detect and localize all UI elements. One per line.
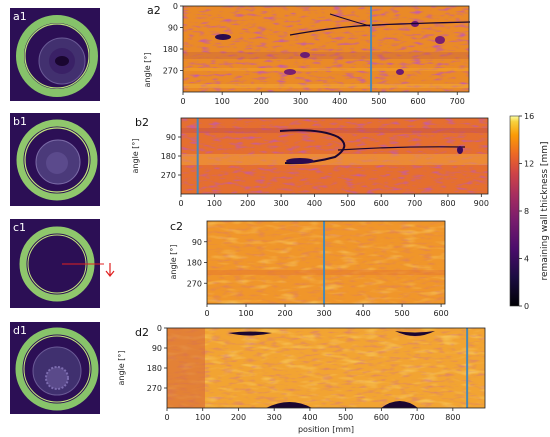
x-tick-label: 300 — [293, 97, 308, 106]
x-tick-label: 0 — [204, 309, 209, 318]
x-tick-label: 500 — [371, 97, 386, 106]
x-tick-label: 500 — [394, 309, 409, 318]
colorbar-gradient — [509, 115, 520, 307]
y-tick-label: 90 — [166, 133, 176, 142]
x-tick-label: 200 — [277, 309, 292, 318]
x-tick-label: 400 — [332, 97, 347, 106]
y-tick-label: 270 — [187, 279, 202, 288]
pit — [215, 34, 231, 40]
x-tick-label: 300 — [316, 309, 331, 318]
x-tick-label: 700 — [450, 97, 465, 106]
x-tick-label: 100 — [195, 413, 210, 422]
x-tick-label: 900 — [474, 199, 489, 208]
colorbar-tick-label: 8 — [524, 207, 529, 216]
y-tick-label: 270 — [163, 67, 178, 76]
crack-line — [289, 21, 471, 36]
panel-title-a2: a2 — [147, 4, 161, 17]
colorbar-tick-label: 12 — [524, 160, 534, 169]
panel-title-d2: d2 — [135, 326, 149, 339]
y-tick-label: 180 — [187, 259, 202, 268]
x-tick-label: 0 — [178, 199, 183, 208]
x-tick-label: 200 — [254, 97, 269, 106]
y-tick-label: 270 — [161, 171, 176, 180]
x-tick-label: 500 — [340, 199, 355, 208]
x-tick-label: 600 — [374, 413, 389, 422]
cross-section-a1: a1 — [10, 8, 100, 101]
x-tick-label: 100 — [215, 97, 230, 106]
x-axis-label-d2: position [mm] — [298, 425, 354, 434]
y-tick-label: 0 — [173, 2, 178, 11]
y-tick-label: 180 — [163, 45, 178, 54]
y-axis-label-a2: angle [°] — [143, 53, 152, 88]
x-tick-label: 300 — [267, 413, 282, 422]
x-tick-label: 500 — [338, 413, 353, 422]
x-tick-label: 800 — [440, 199, 455, 208]
colorbar-tick-label: 16 — [524, 112, 534, 121]
colorbar-tick-label: 4 — [524, 255, 529, 264]
x-tick-label: 100 — [238, 309, 253, 318]
y-tick-label: 180 — [147, 364, 162, 373]
panel-c2: c2 0 100 200 300 400 500 600 90 180 270 angle [°] — [169, 220, 449, 318]
panel-label-b1: b1 — [13, 115, 27, 128]
colorbar-tick-label: 0 — [524, 302, 529, 311]
panel-title-c2: c2 — [170, 220, 183, 233]
colorbar: 0 4 8 12 16 remaining wall thickness [mm] — [509, 112, 550, 311]
cross-section-c1: c1 — [10, 219, 115, 308]
colorbar-label: remaining wall thickness [mm] — [540, 142, 550, 281]
x-tick-label: 100 — [207, 199, 222, 208]
cross-section-b1: b1 — [10, 113, 100, 206]
y-axis-label-d2: angle [°] — [117, 351, 126, 386]
cross-section-d1: d1 — [10, 322, 100, 414]
x-tick-label: 0 — [180, 97, 185, 106]
y-tick-label: 270 — [147, 384, 162, 393]
x-tick-label: 700 — [407, 199, 422, 208]
x-tick-label: 400 — [302, 413, 317, 422]
y-axis-label-b2: angle [°] — [131, 139, 140, 174]
y-tick-label: 0 — [157, 324, 162, 333]
x-tick-label: 400 — [355, 309, 370, 318]
panel-title-b2: b2 — [135, 116, 149, 129]
y-tick-label: 90 — [152, 344, 162, 353]
x-tick-label: 300 — [273, 199, 288, 208]
panel-label-a1: a1 — [13, 10, 27, 23]
x-tick-label: 600 — [433, 309, 448, 318]
x-tick-label: 600 — [374, 199, 389, 208]
x-tick-label: 700 — [409, 413, 424, 422]
y-axis-label-c2: angle [°] — [169, 245, 178, 280]
panel-label-d1: d1 — [13, 324, 27, 337]
x-tick-label: 200 — [240, 199, 255, 208]
panel-b2: b2 0 100 200 300 400 500 600 700 800 90090180270 … — [131, 116, 489, 208]
wall-loss-region — [228, 331, 272, 336]
panel-a2: a2 0 100 200 300 400 500 600 700 0 90 180 270 angle… — [143, 2, 471, 106]
x-tick-label: 400 — [307, 199, 322, 208]
panel-d2: d2 0 100 200 300 400 500 600 700 800 0 90 180 270 an… — [117, 324, 486, 434]
arrow-icon — [105, 263, 115, 277]
x-tick-label: 200 — [231, 413, 246, 422]
panel-label-c1: c1 — [13, 221, 26, 234]
x-tick-label: 0 — [164, 413, 169, 422]
y-tick-label: 90 — [192, 238, 202, 247]
y-tick-label: 90 — [168, 24, 178, 33]
y-tick-label: 180 — [161, 152, 176, 161]
x-tick-label: 800 — [445, 413, 460, 422]
x-tick-label: 600 — [410, 97, 425, 106]
